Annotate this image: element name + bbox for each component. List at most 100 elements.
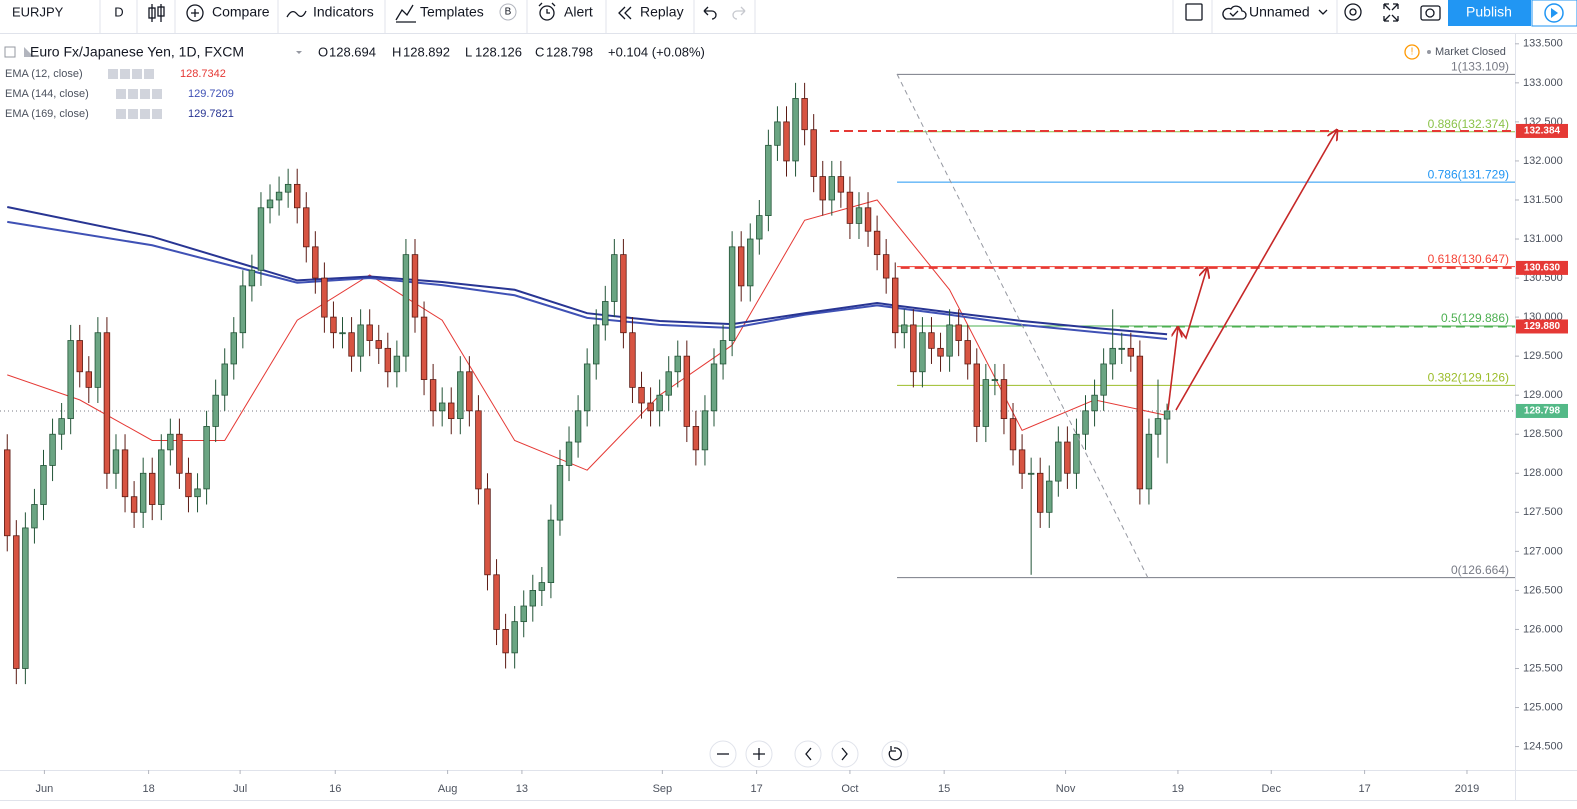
candle-body <box>846 191 854 224</box>
candle-body <box>176 433 183 474</box>
scroll-left[interactable] <box>794 740 822 768</box>
indicators-button[interactable]: Indicators <box>286 4 374 20</box>
compare-label[interactable]: Compare <box>212 4 270 20</box>
candle-body <box>139 472 147 513</box>
candle-body <box>710 363 718 412</box>
templates-button[interactable]: Templates B <box>395 3 517 23</box>
ema-button[interactable] <box>128 89 138 99</box>
series-title: Euro Fx/Japanese Yen, 1D, FXCM <box>30 44 244 60</box>
snapshot-button[interactable] <box>1420 5 1441 21</box>
ema-name: EMA (144, close) <box>5 88 89 100</box>
scroll-right[interactable] <box>831 740 859 768</box>
price-tag-label: 132.384 <box>1524 126 1561 137</box>
undo-button[interactable] <box>703 6 717 20</box>
fib-label: 1(133.109) <box>1451 60 1509 74</box>
candle-body <box>1100 363 1107 396</box>
y-tick-label: 126.000 <box>1523 623 1563 635</box>
candle-body <box>375 340 382 349</box>
candle-body <box>321 277 328 318</box>
candle-body <box>656 394 663 412</box>
ema-button[interactable] <box>152 89 162 99</box>
chart-style-button[interactable] <box>148 4 165 22</box>
price-tag-label: 129.880 <box>1524 321 1561 332</box>
candle-body <box>149 472 156 505</box>
publish-button[interactable] <box>1448 0 1531 26</box>
ema-button[interactable] <box>140 89 150 99</box>
candle-body <box>167 433 174 451</box>
candle-body <box>393 355 401 373</box>
templates-label[interactable]: Templates <box>420 4 484 20</box>
ohlc-value: 128.694 <box>329 44 376 59</box>
symbol[interactable]: EURJPY <box>12 4 64 19</box>
settings-button[interactable] <box>1344 3 1362 21</box>
fullscreen-button[interactable] <box>1383 3 1399 22</box>
ema-button[interactable] <box>132 69 142 79</box>
ohlc-value: 128.892 <box>403 44 450 59</box>
alert-label[interactable]: Alert <box>564 4 593 20</box>
templates-badge[interactable]: B <box>505 7 512 18</box>
candle-body <box>864 207 872 232</box>
candle-body <box>629 332 636 388</box>
ohlc-value: 128.798 <box>546 44 593 59</box>
candle-body <box>747 238 754 287</box>
layout-name[interactable]: Unnamed <box>1249 4 1310 20</box>
save-layout-button[interactable]: Unnamed <box>1222 4 1328 20</box>
candle-body <box>357 324 364 357</box>
reset-view[interactable] <box>881 740 909 768</box>
indicators-label[interactable]: Indicators <box>313 4 374 20</box>
candle-body <box>756 215 763 240</box>
candle-body <box>1145 433 1153 490</box>
x-tick-label: Sep <box>653 783 673 795</box>
x-tick-label: 2019 <box>1455 783 1479 795</box>
ema-button[interactable] <box>140 109 150 119</box>
candle-body <box>937 347 944 357</box>
candle-body <box>765 144 772 216</box>
candle-body <box>330 316 337 334</box>
candle-body <box>438 402 446 412</box>
replay-button[interactable]: Replay <box>618 4 684 20</box>
toolbar <box>0 0 1577 33</box>
candle-body <box>248 269 256 287</box>
candle-body <box>873 230 881 256</box>
x-tick-label: 17 <box>750 783 762 795</box>
compare-button[interactable]: Compare <box>186 4 270 22</box>
x-tick-label: 19 <box>1172 783 1184 795</box>
candle-body <box>411 254 419 318</box>
zoom-out[interactable] <box>709 740 737 768</box>
title-menu[interactable] <box>296 51 302 54</box>
candle-body <box>1027 472 1035 475</box>
ema-line <box>7 220 1168 340</box>
y-tick-label: 133.500 <box>1523 38 1563 50</box>
alert-button[interactable]: Alert <box>538 2 593 21</box>
candle-body <box>266 199 274 209</box>
ema-button[interactable] <box>116 109 126 119</box>
ema-button[interactable] <box>108 69 118 79</box>
x-tick-label: 13 <box>516 783 528 795</box>
zoom-in[interactable] <box>745 740 773 768</box>
ema-button[interactable] <box>128 109 138 119</box>
candle-body <box>402 254 410 357</box>
fib-label: 0(126.664) <box>1451 563 1509 577</box>
fib-trend-line <box>896 73 1149 579</box>
candle-body <box>31 504 38 529</box>
redo-button[interactable] <box>732 6 746 20</box>
fib-label: 0.5(129.886) <box>1441 311 1509 325</box>
ema-button[interactable] <box>120 69 130 79</box>
fib-label: 0.786(131.729) <box>1428 167 1509 181</box>
layout-button[interactable] <box>1185 3 1203 21</box>
collapse-icon[interactable] <box>4 46 16 58</box>
ema-button[interactable] <box>116 89 126 99</box>
interval[interactable]: D <box>114 4 123 19</box>
ema-button[interactable] <box>144 69 154 79</box>
x-tick-label: 17 <box>1358 783 1370 795</box>
candle-body <box>647 402 654 412</box>
play-button[interactable] <box>1531 0 1577 27</box>
ema-button[interactable] <box>152 109 162 119</box>
replay-label[interactable]: Replay <box>640 4 684 20</box>
ema-value: 129.7821 <box>188 108 234 120</box>
publish-label[interactable]: Publish <box>1466 4 1512 20</box>
candle-body <box>49 433 56 466</box>
last-price-label: 128.798 <box>1524 406 1561 417</box>
y-tick-label: 129.000 <box>1523 389 1563 401</box>
